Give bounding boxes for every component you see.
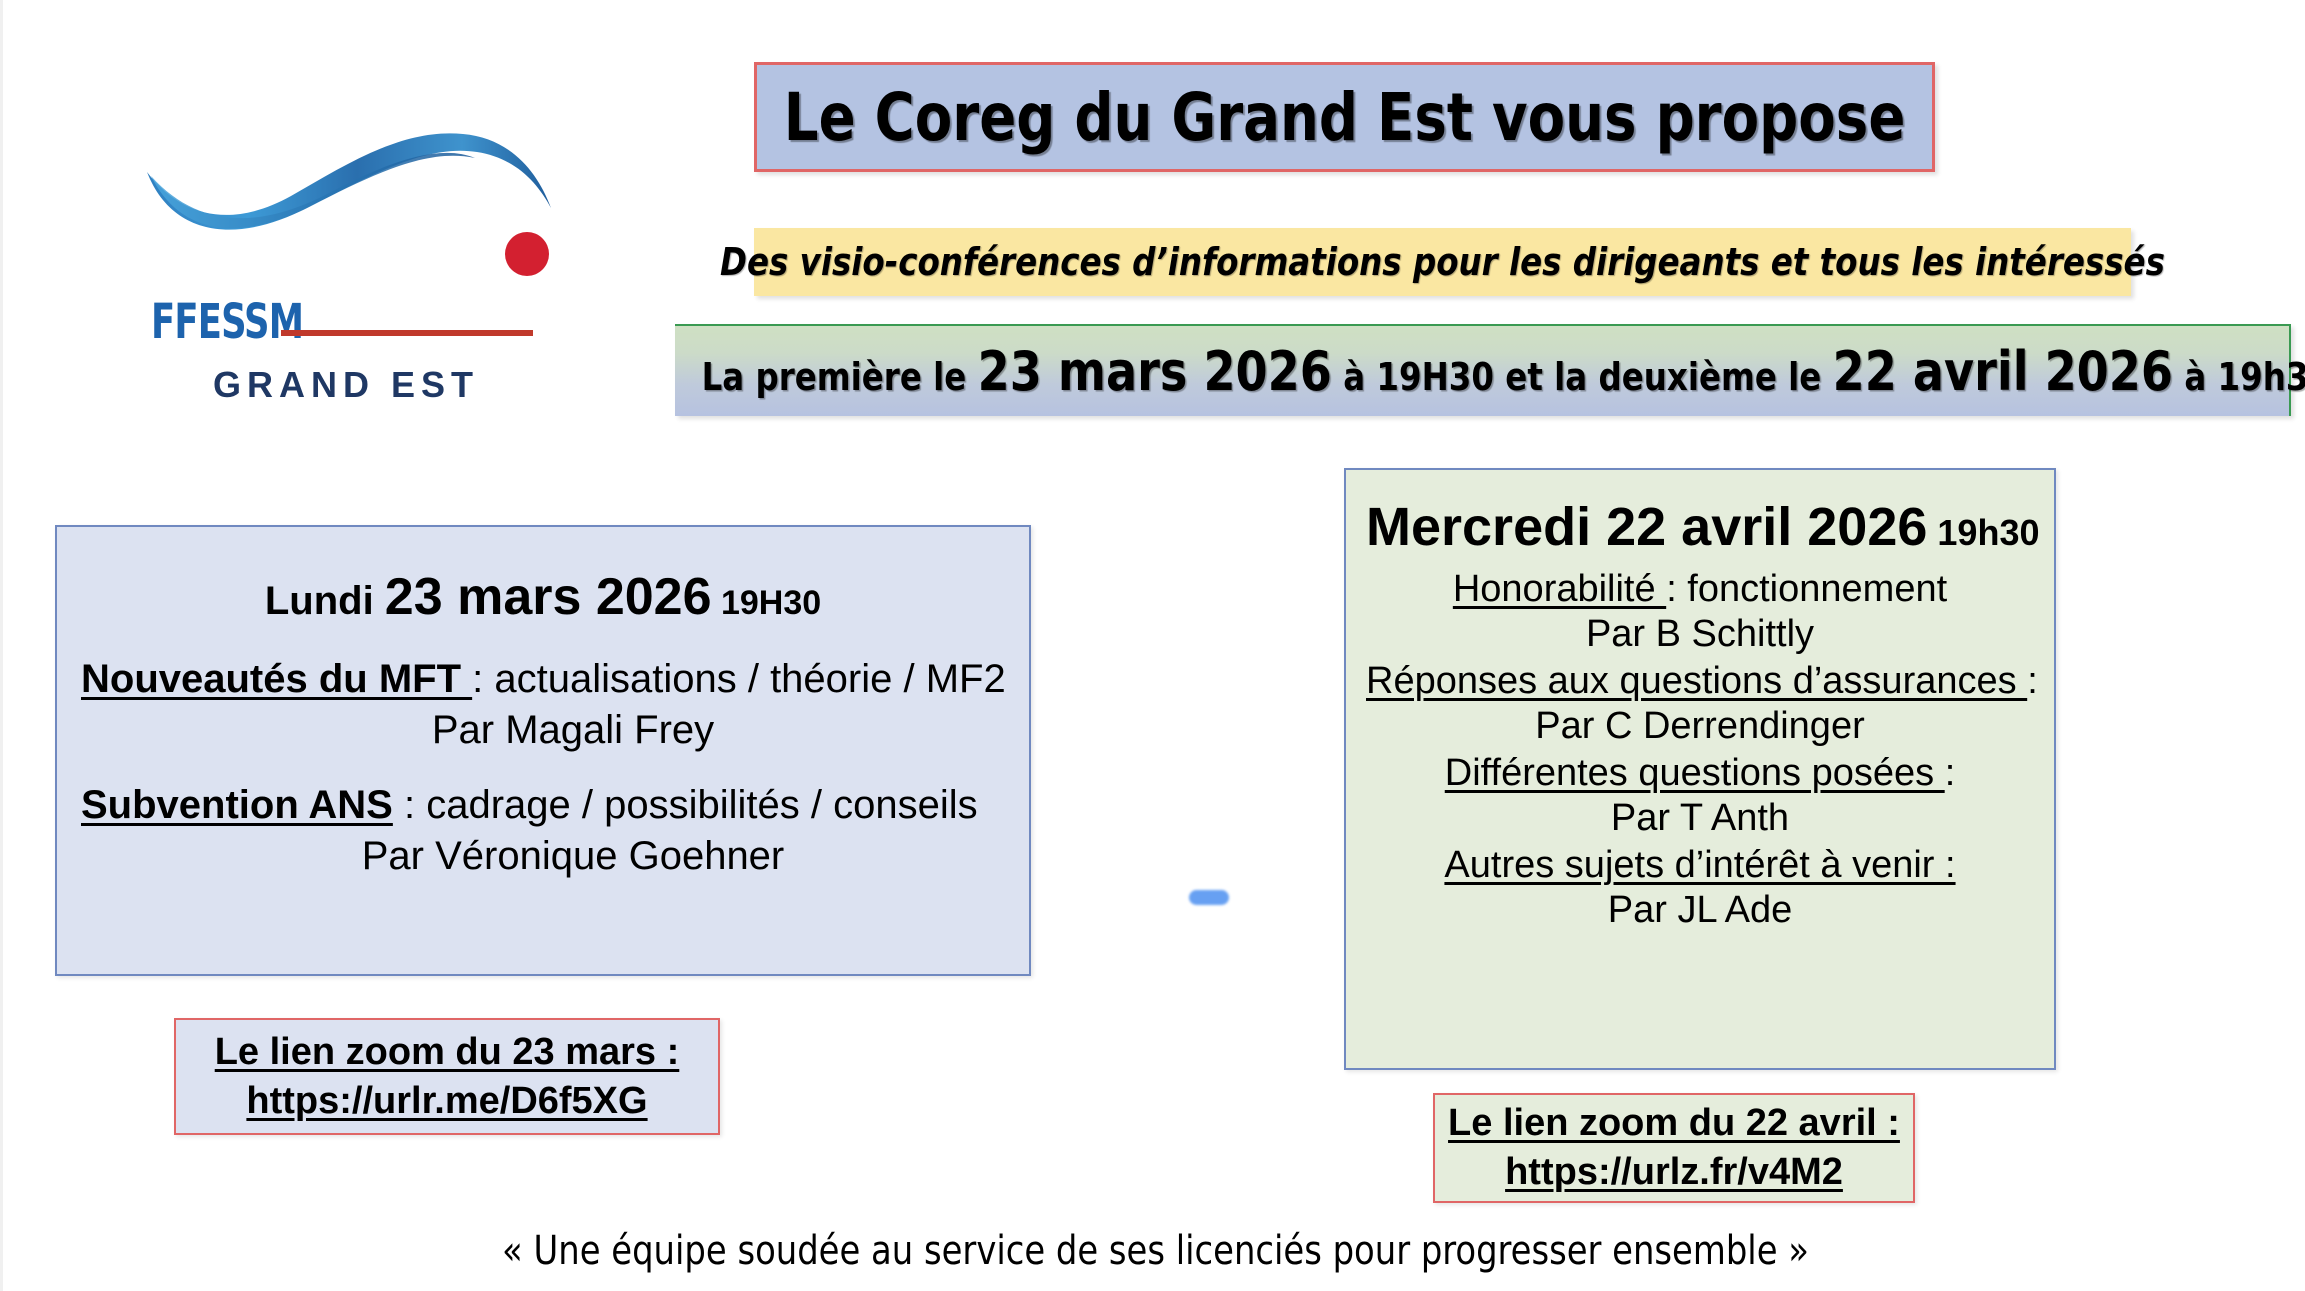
entry-topic-lead: Honorabilité bbox=[1452, 568, 1667, 610]
session-entry: Différentes questions posées : Par T Ant… bbox=[1366, 752, 2034, 840]
date-banner-date-2: 22 avril 2026 bbox=[1832, 339, 2174, 403]
date-banner-prefix: La première le bbox=[701, 354, 978, 399]
subtitle-band: Des visio-conférences d’informations pou… bbox=[720, 228, 2165, 296]
session-entry: Réponses aux questions d’assurances : Pa… bbox=[1366, 660, 2038, 748]
session-heading-march: Lundi 23 mars 2026 19H30 bbox=[81, 553, 1005, 627]
entry-topic-lead: Autres sujets d’intérêt à venir : bbox=[1444, 844, 1956, 886]
entry-topic-lead: Réponses aux questions d’assurances bbox=[1366, 660, 2028, 702]
title-banner: Le Coreg du Grand Est vous propose bbox=[754, 62, 1935, 172]
session-heading-april: Mercredi 22 avril 2026 19h30 bbox=[1366, 496, 2039, 558]
date-banner-line: La première le 23 mars 2026 à 19H30 et l… bbox=[675, 340, 2305, 403]
session-entry: Subvention ANS : cadrage / possibilités … bbox=[81, 783, 1005, 879]
entry-topic: Réponses aux questions d’assurances : bbox=[1366, 660, 2038, 703]
entry-presenter: Par JL Ade bbox=[1607, 889, 1793, 931]
entry-topic-rest: : actualisations / théorie / MF2 bbox=[472, 657, 1006, 701]
ffessm-logo: FFESSM GRAND EST bbox=[53, 82, 583, 434]
footer-tagline: « Une équipe soudée au service de ses li… bbox=[502, 1228, 1809, 1274]
session-time-march: 19H30 bbox=[711, 584, 822, 622]
entry-topic-lead: Différentes questions posées bbox=[1444, 752, 1945, 794]
entry-topic: Nouveautés du MFT : actualisations / thé… bbox=[81, 657, 1006, 702]
entry-presenter: Par Véronique Goehner bbox=[361, 834, 785, 878]
session-date-april: 22 avril 2026 bbox=[1606, 497, 1928, 557]
entry-topic: Subvention ANS : cadrage / possibilités … bbox=[81, 783, 1005, 828]
page-title: Le Coreg du Grand Est vous propose bbox=[783, 78, 1906, 156]
entry-presenter: Par C Derrendinger bbox=[1535, 705, 1865, 747]
entry-topic: Différentes questions posées : bbox=[1366, 752, 2034, 795]
red-dot-icon bbox=[505, 232, 549, 276]
session-entry: Autres sujets d’intérêt à venir : Par JL… bbox=[1366, 844, 2034, 932]
zoom-link-url-march[interactable]: https://urlr.me/D6f5XG bbox=[246, 1079, 648, 1122]
session-box-march: Lundi 23 mars 2026 19H30 Nouveautés du M… bbox=[55, 525, 1031, 976]
entry-topic-rest: : bbox=[1944, 752, 1956, 794]
entry-topic: Autres sujets d’intérêt à venir : bbox=[1366, 844, 2034, 887]
logo-region-text: GRAND EST bbox=[213, 364, 480, 405]
date-banner-mid-2: à 19h30 bbox=[2184, 354, 2305, 399]
entry-topic-rest: : bbox=[2027, 660, 2038, 702]
entry-presenter: Par B Schittly bbox=[1585, 613, 1815, 655]
session-day-march: Lundi bbox=[264, 579, 385, 623]
session-time-april: 19h30 bbox=[1927, 512, 2040, 553]
entry-topic-lead: Subvention ANS bbox=[81, 783, 393, 827]
zoom-link-label-march: Le lien zoom du 23 mars : bbox=[214, 1030, 680, 1073]
logo-divider-rule bbox=[281, 330, 533, 336]
divider-pill-icon bbox=[1189, 890, 1229, 905]
date-banner-date-1: 23 mars 2026 bbox=[977, 339, 1332, 403]
logo-federation-text: FFESSM bbox=[151, 294, 304, 350]
entry-topic-rest: : fonctionnement bbox=[1666, 568, 1948, 610]
date-banner: La première le 23 mars 2026 à 19H30 et l… bbox=[675, 324, 2305, 416]
date-banner-mid-1: à 19H30 et la deuxième le bbox=[1331, 354, 1833, 399]
zoom-link-box-march[interactable]: Le lien zoom du 23 mars : https://urlr.m… bbox=[174, 1018, 720, 1135]
session-date-march: 23 mars 2026 bbox=[384, 568, 712, 626]
subtitle-text: Des visio-conférences d’informations pou… bbox=[720, 240, 2165, 284]
zoom-link-box-april[interactable]: Le lien zoom du 22 avril : https://urlz.… bbox=[1433, 1093, 1915, 1203]
entry-topic: Honorabilité : fonctionnement bbox=[1366, 568, 2034, 611]
session-day-april: Mercredi bbox=[1366, 497, 1607, 557]
zoom-link-url-april[interactable]: https://urlz.fr/v4M2 bbox=[1505, 1151, 1843, 1193]
entry-presenter: Par T Anth bbox=[1610, 797, 1790, 839]
session-box-april: Mercredi 22 avril 2026 19h30 Honorabilit… bbox=[1344, 468, 2056, 1070]
session-entry: Nouveautés du MFT : actualisations / thé… bbox=[81, 657, 1006, 753]
entry-topic-rest: : cadrage / possibilités / conseils bbox=[392, 783, 978, 827]
session-entry: Honorabilité : fonctionnement Par B Schi… bbox=[1366, 568, 2034, 656]
entry-topic-lead: Nouveautés du MFT bbox=[81, 657, 473, 701]
entry-presenter: Par Magali Frey bbox=[431, 708, 715, 752]
zoom-link-label-april: Le lien zoom du 22 avril : bbox=[1448, 1102, 1900, 1145]
wave-swoosh-icon bbox=[147, 133, 551, 230]
